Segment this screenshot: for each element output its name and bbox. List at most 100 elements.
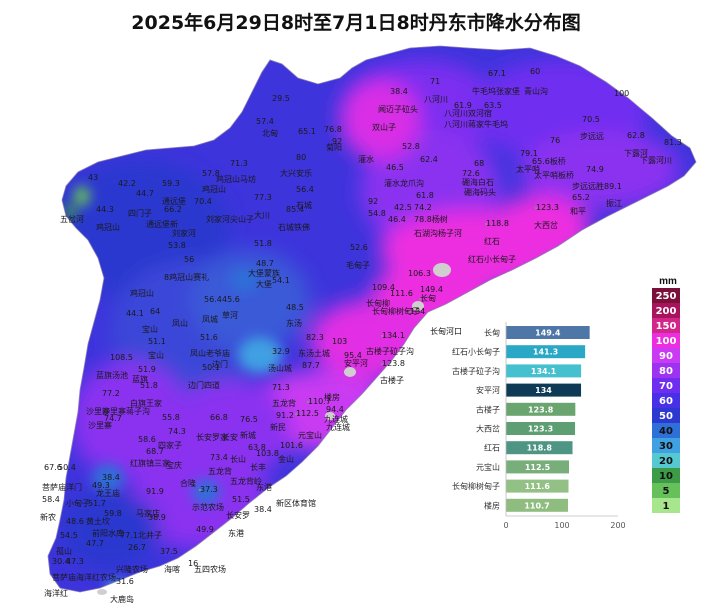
map-town: 东港 — [228, 528, 244, 538]
map-town: 65.6板桥 — [532, 156, 566, 166]
map-value: 长丰 — [250, 462, 266, 472]
map-value: 68 — [474, 159, 484, 168]
legend-swatch — [652, 378, 680, 393]
map-town: 硼海码头 — [464, 187, 496, 197]
map-town: 古楼子砬子沟 — [366, 346, 414, 356]
map-value: 49.3 — [92, 481, 110, 490]
map-town: 新城 — [240, 430, 256, 440]
map-value: 50.1 — [202, 363, 220, 372]
map-town: 宝庆 — [166, 460, 182, 470]
map-value: 80 — [296, 153, 306, 162]
map-value: 62.8 — [627, 131, 645, 140]
chart-bar — [506, 402, 576, 416]
map-value: 37.3 — [200, 485, 218, 494]
legend-label: 5 — [663, 486, 670, 497]
chart-value-label: 111.6 — [525, 482, 551, 491]
station-dots — [198, 206, 538, 492]
map-town: 太平哨 — [516, 164, 540, 174]
map-value: 71 — [430, 77, 440, 86]
map-value: 61.9 — [454, 101, 472, 110]
chart-x-ticks: 0 100 200 — [503, 521, 625, 530]
map-town: 菩萨庙洋门 — [42, 482, 82, 492]
map-value: 123.8 — [382, 359, 405, 368]
map-labels: 29.5 57.4 北甸 65.1 76.8 92 菊阳 38.4 闻迈子砬头 … — [40, 67, 682, 604]
map-town: 长甸柳树甸子 — [372, 306, 420, 316]
map-town: 鸡冠山 — [130, 288, 154, 298]
rainfall-legend: mm 250 200 150 100 90 80 70 60 50 40 30 20 10 5 1 — [652, 276, 680, 513]
chart-bar — [506, 479, 569, 493]
map-value: 58.4 — [42, 495, 60, 504]
map-town: 灌水 — [358, 154, 374, 164]
map-value: 77.1 — [120, 531, 138, 540]
map-town: 通远堡新 — [146, 219, 178, 229]
map-title: 2025年6月29日8时至7月1日8时丹东市降水分布图 — [131, 12, 581, 34]
map-town: 汤山城 — [268, 363, 292, 373]
map-value: 54.8 — [368, 209, 386, 218]
map-value: 82.3 — [306, 333, 324, 342]
map-value: 87.7 — [302, 361, 320, 370]
map-town: 石湖沟杨子河 — [414, 228, 462, 238]
legend-label: 30 — [659, 441, 673, 452]
map-town: 楼房 — [324, 392, 340, 402]
map-value: 66.8 — [210, 413, 228, 422]
map-town: 元宝山 — [298, 430, 322, 440]
chart-category-label: 红石小长甸子 — [452, 347, 500, 357]
map-town: 青山沟 — [524, 86, 548, 96]
map-value: 123.3 — [536, 203, 559, 212]
map-value: 110.7 — [308, 397, 331, 406]
map-value: 51.9 — [138, 365, 156, 374]
map-value: 92 — [332, 137, 342, 146]
map-value: 91.9 — [146, 487, 164, 496]
chart-bar — [506, 460, 569, 474]
map-town: 大堡蒙族 — [248, 268, 280, 278]
map-value: 五龙背 — [272, 398, 296, 408]
map-value: 58.6 — [138, 435, 156, 444]
chart-category-label: 长甸 — [484, 328, 500, 338]
map-town: 菩萨庙海洋红农场 — [52, 572, 116, 582]
chart-category-label: 古楼子砬子沟 — [452, 366, 500, 376]
map-value: 74.3 — [168, 427, 186, 436]
chart-category-label: 楼房 — [484, 500, 500, 510]
map-value: 57.4 — [256, 117, 274, 126]
map-town: 五四农场 — [194, 564, 226, 574]
map-value: 94.4 — [326, 405, 344, 414]
chart-value-label: 118.8 — [527, 444, 553, 453]
legend-swatch — [652, 483, 680, 498]
map-value: 38.4 — [102, 473, 120, 482]
map-value: 108.5 — [110, 353, 133, 362]
map-value: 38.9 — [148, 513, 166, 522]
map-town: 74.7 — [104, 414, 122, 423]
map-town: 太平哨板桥 — [534, 170, 574, 180]
map-town: 毛甸子 — [346, 260, 370, 270]
chart-value-label: 112.5 — [525, 463, 551, 472]
map-town: 八河川 — [424, 94, 448, 104]
chart-value-label: 110.7 — [524, 501, 549, 510]
map-value: 67.6 — [44, 463, 62, 472]
map-value: 49.9 — [196, 525, 214, 534]
map-value: 118.8 — [486, 219, 509, 228]
map-value: 47.3 — [66, 557, 84, 566]
map-value: 50.4 — [58, 463, 76, 472]
map-value: 71.3 — [272, 383, 290, 392]
map-town: 长山 — [230, 454, 246, 464]
legend-swatch — [652, 468, 680, 483]
legend-label: 50 — [659, 411, 673, 422]
map-town: 步远远胜89.1 — [572, 181, 622, 191]
map-town: 硼海白石 — [462, 177, 494, 187]
map-value: 68.7 — [146, 447, 164, 456]
map-town: 长安 — [222, 432, 238, 442]
chart-category-label: 长甸柳树甸子 — [452, 481, 500, 491]
map-town: 边门 — [212, 359, 228, 369]
map-value: 48.5 — [286, 303, 304, 312]
map-value: 81.3 — [664, 138, 682, 147]
map-value: 63.8 — [248, 443, 266, 452]
map-town: 大兴安乐 — [280, 168, 312, 178]
map-value: 65.2 — [572, 193, 590, 202]
legend-label: 150 — [656, 321, 677, 332]
map-town: 菊阳 — [326, 142, 342, 152]
map-value: 92 — [368, 197, 378, 206]
map-town: 和平 — [570, 207, 586, 216]
legend-label: 70 — [659, 381, 673, 392]
